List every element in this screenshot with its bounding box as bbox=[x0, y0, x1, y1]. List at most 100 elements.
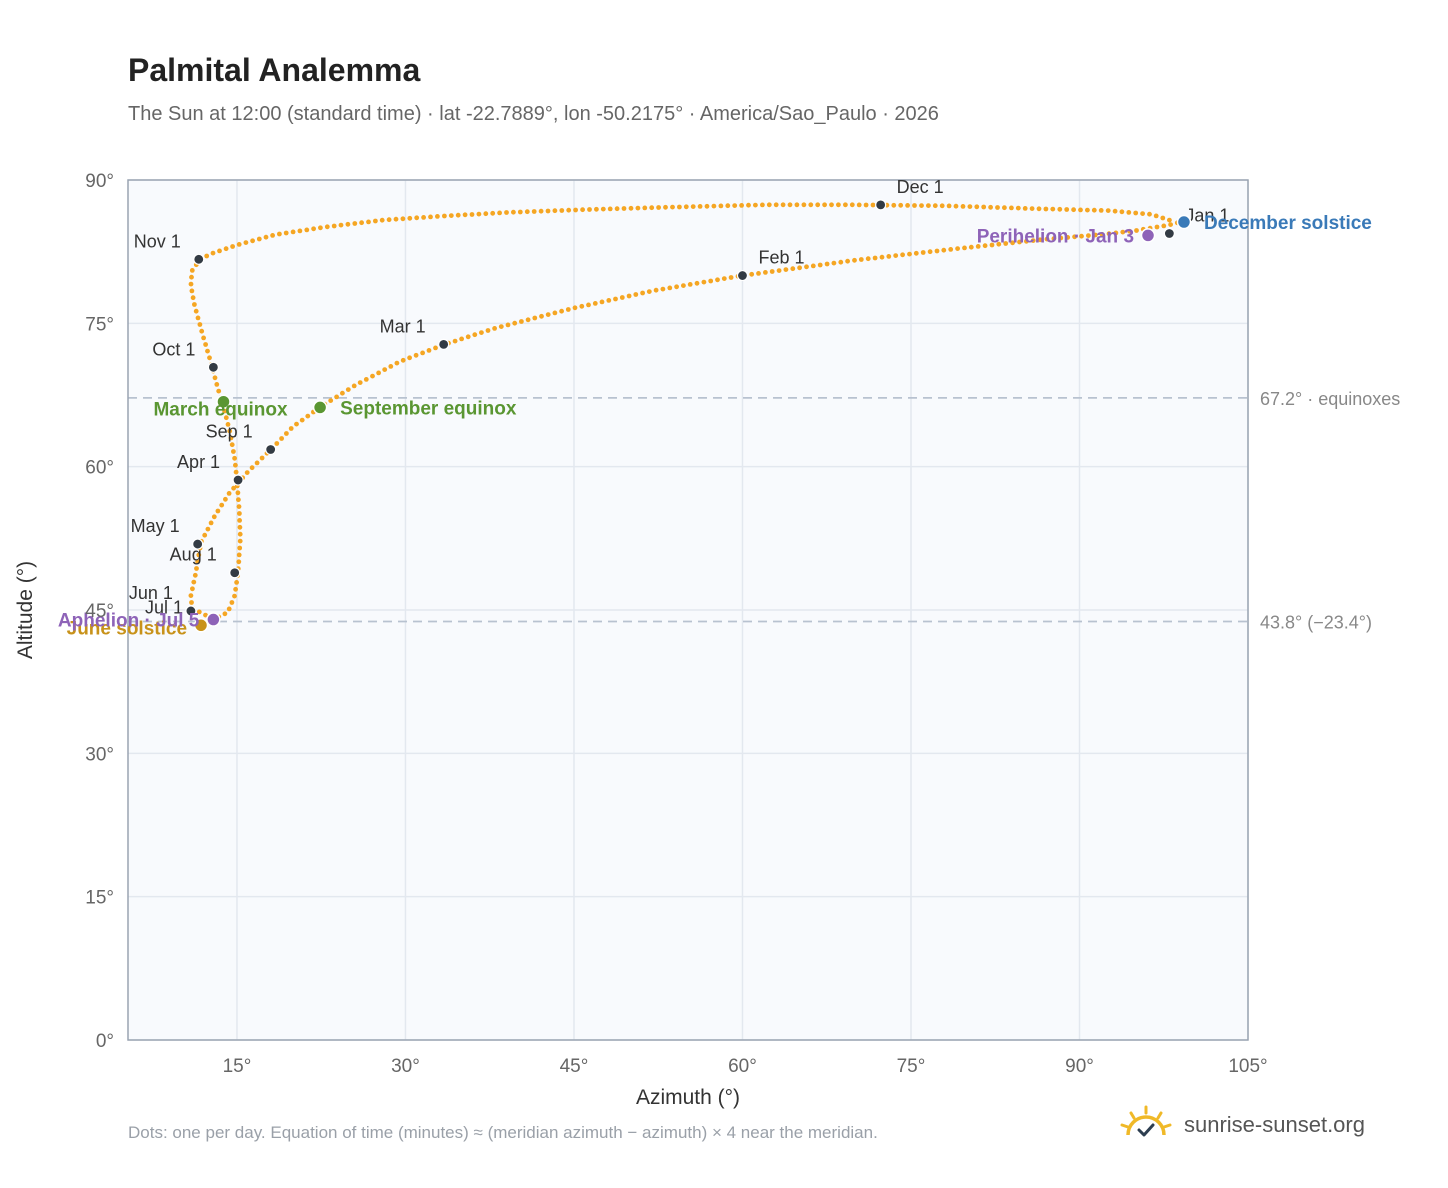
daily-dot bbox=[580, 207, 585, 213]
daily-dot bbox=[305, 413, 311, 419]
daily-dot bbox=[190, 295, 196, 301]
daily-dot bbox=[849, 202, 855, 208]
daily-dot bbox=[407, 355, 412, 361]
daily-dot bbox=[539, 313, 544, 319]
daily-dot bbox=[194, 566, 199, 571]
daily-dot bbox=[701, 279, 707, 285]
daily-dot bbox=[690, 204, 696, 210]
event-label: December solstice bbox=[1204, 213, 1372, 234]
daily-dot bbox=[573, 207, 578, 213]
event-markers: March equinox September equinox June solst… bbox=[58, 213, 1372, 639]
daily-dot bbox=[1119, 209, 1125, 215]
month-marker bbox=[875, 199, 887, 211]
daily-dot bbox=[223, 415, 229, 421]
daily-dot bbox=[1113, 230, 1119, 236]
daily-dot bbox=[587, 207, 592, 212]
daily-dot bbox=[328, 398, 334, 403]
daily-dot bbox=[283, 230, 289, 236]
daily-dot bbox=[932, 203, 938, 209]
event-label: March equinox bbox=[153, 400, 288, 421]
brand[interactable]: sunrise-sunset.org bbox=[1120, 1100, 1365, 1150]
month-marker bbox=[229, 567, 241, 579]
daily-dot bbox=[559, 208, 565, 213]
axis-ticks: 15° 30° 45° 60° 75° 90° 105° 0° 15° 30° 45° 60° 75° 9… bbox=[85, 171, 1267, 1077]
month-label: Sep 1 bbox=[206, 421, 253, 441]
daily-dot bbox=[642, 205, 648, 211]
daily-dot bbox=[189, 274, 194, 280]
daily-dot bbox=[989, 242, 995, 248]
reference-lines: 67.2° · equinoxes 43.8° (−23.4°) bbox=[128, 389, 1400, 632]
x-tick-label: 60° bbox=[728, 1056, 757, 1077]
daily-dot bbox=[1153, 213, 1159, 219]
y-tick-label: 30° bbox=[85, 744, 114, 765]
daily-dot bbox=[667, 285, 673, 291]
month-label: Jan 1 bbox=[1185, 206, 1229, 226]
daily-dot bbox=[704, 203, 710, 209]
daily-dot bbox=[490, 210, 496, 216]
daily-dot bbox=[566, 207, 572, 213]
daily-dot bbox=[234, 580, 240, 585]
daily-dot bbox=[870, 202, 876, 208]
daily-dot bbox=[511, 209, 516, 215]
daily-dot bbox=[192, 302, 197, 307]
daily-dot bbox=[455, 212, 461, 218]
daily-dot bbox=[227, 428, 233, 434]
daily-dot bbox=[201, 335, 207, 341]
daily-dot bbox=[219, 502, 225, 508]
daily-dot bbox=[459, 336, 464, 342]
daily-dot bbox=[628, 205, 634, 211]
daily-dot bbox=[199, 328, 205, 334]
daily-dot bbox=[607, 206, 613, 212]
x-tick-label: 30° bbox=[391, 1056, 420, 1077]
daily-dot bbox=[465, 334, 471, 340]
y-tick-label: 90° bbox=[85, 171, 114, 192]
daily-dot bbox=[334, 394, 339, 400]
event-marker bbox=[1140, 228, 1156, 243]
daily-dot bbox=[225, 422, 231, 427]
daily-dot bbox=[338, 222, 344, 228]
daily-dot bbox=[462, 212, 468, 218]
daily-dot bbox=[394, 360, 400, 366]
daily-dot bbox=[1050, 206, 1056, 212]
y-tick-label: 45° bbox=[85, 601, 114, 622]
daily-dot bbox=[913, 250, 919, 256]
daily-dot bbox=[497, 210, 502, 216]
daily-dot bbox=[1168, 222, 1173, 228]
x-tick-label: 105° bbox=[1228, 1056, 1267, 1077]
daily-dot bbox=[843, 202, 848, 208]
daily-dot bbox=[1002, 205, 1007, 211]
daily-dot bbox=[725, 203, 731, 209]
daily-dot bbox=[787, 202, 793, 208]
daily-dot bbox=[256, 236, 262, 242]
page-title: Palmital Analemma bbox=[128, 52, 421, 88]
daily-dot bbox=[728, 275, 734, 280]
daily-dot bbox=[905, 203, 910, 208]
daily-dot bbox=[188, 281, 194, 287]
daily-dot bbox=[708, 278, 714, 284]
daily-dot bbox=[212, 375, 218, 381]
daily-dot bbox=[297, 228, 303, 234]
daily-dot bbox=[232, 593, 237, 599]
daily-dot bbox=[205, 526, 211, 532]
daily-dot bbox=[203, 612, 208, 618]
daily-dot bbox=[263, 234, 269, 240]
event-marker bbox=[216, 394, 231, 409]
daily-dot bbox=[228, 435, 234, 441]
daily-dot bbox=[414, 215, 420, 221]
daily-dot bbox=[442, 213, 447, 219]
footnote: Dots: one per day. Equation of time (min… bbox=[128, 1123, 878, 1142]
daily-dot bbox=[223, 246, 229, 252]
daily-dot bbox=[505, 322, 511, 328]
daily-dot bbox=[211, 514, 217, 520]
daily-dot bbox=[1058, 235, 1064, 241]
daily-dot bbox=[236, 497, 241, 503]
daily-dot bbox=[237, 545, 243, 551]
daily-dot bbox=[345, 221, 351, 227]
y-tick-label: 75° bbox=[85, 314, 114, 335]
daily-dot bbox=[236, 504, 242, 509]
daily-dot bbox=[858, 257, 864, 262]
daily-dot bbox=[683, 204, 689, 210]
month-label: Jul 1 bbox=[145, 597, 183, 617]
daily-dot bbox=[863, 202, 869, 208]
month-marker bbox=[1163, 227, 1175, 240]
